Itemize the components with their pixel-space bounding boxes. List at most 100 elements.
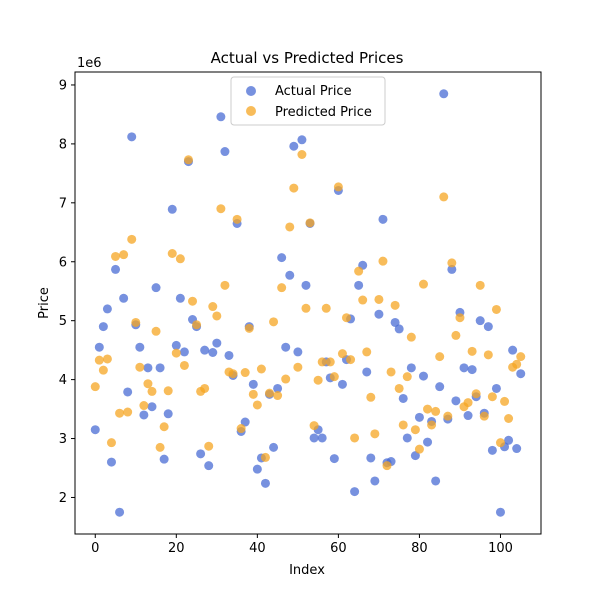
predicted-price-point <box>382 461 392 471</box>
predicted-price-point <box>155 442 165 452</box>
predicted-price-point <box>216 204 226 214</box>
x-tick-label: 80 <box>411 541 428 556</box>
predicted-price-point <box>374 294 384 304</box>
predicted-price-point <box>269 317 279 327</box>
predicted-price-point <box>325 357 335 367</box>
actual-price-point <box>212 338 222 348</box>
predicted-price-point <box>431 406 441 416</box>
actual-price-point <box>512 444 522 454</box>
predicted-price-point <box>147 386 157 396</box>
predicted-price-point <box>106 438 116 448</box>
x-axis: 0 20 40 60 80 100 <box>91 534 513 556</box>
predicted-price-point <box>220 280 230 290</box>
actual-price-point <box>394 324 404 334</box>
actual-price-point <box>508 345 518 355</box>
predicted-price-point <box>309 421 319 431</box>
predicted-price-point <box>248 389 258 399</box>
actual-price-point <box>475 316 485 326</box>
predicted-price-point <box>102 354 112 364</box>
predicted-price-point <box>346 355 356 365</box>
y-tick-label: 7 <box>59 196 67 211</box>
y-tick-label: 6 <box>59 255 67 270</box>
y-tick-label: 5 <box>59 314 67 329</box>
y-tick-label: 8 <box>59 137 67 152</box>
actual-price-point <box>240 417 250 427</box>
predicted-price-point <box>200 383 210 393</box>
actual-price-point <box>102 304 112 314</box>
predicted-price-point <box>410 425 420 435</box>
predicted-price-point <box>175 254 185 264</box>
actual-price-point <box>269 442 279 452</box>
y-tick-label: 9 <box>59 78 67 93</box>
predicted-price-point <box>491 304 501 314</box>
actual-price-point <box>487 445 497 455</box>
predicted-price-point <box>111 251 121 261</box>
predicted-price-point <box>500 396 510 406</box>
plot-area <box>74 71 542 535</box>
actual-price-point <box>293 347 303 357</box>
actual-price-point <box>362 367 372 377</box>
predicted-price-point <box>289 183 299 193</box>
actual-price-point <box>196 449 206 459</box>
predicted-price-point <box>240 368 250 378</box>
y-axis-label: Price <box>37 287 52 319</box>
actual-price-point <box>151 283 161 293</box>
predicted-price-point <box>297 150 307 159</box>
legend-box <box>230 76 386 126</box>
predicted-price-point <box>183 155 193 165</box>
actual-price-point <box>119 293 129 303</box>
actual-price-point <box>483 322 493 332</box>
actual-price-point <box>147 402 157 412</box>
actual-price-point <box>135 342 145 352</box>
actual-price-point <box>248 379 258 389</box>
predicted-price-point <box>285 222 295 232</box>
predicted-price-point <box>386 367 396 377</box>
predicted-price-point <box>119 250 129 260</box>
predicted-price-point <box>273 391 283 401</box>
actual-price-point <box>208 348 218 357</box>
predicted-price-point <box>228 369 238 379</box>
predicted-price-point <box>313 375 323 385</box>
predicted-price-point <box>192 320 202 330</box>
predicted-price-point <box>358 295 368 305</box>
predicted-price-point <box>212 311 222 321</box>
actual-price-point <box>224 350 234 360</box>
actual-price-point <box>504 435 514 445</box>
predicted-price-point <box>260 452 270 462</box>
actual-price-point <box>431 476 441 486</box>
actual-price-point <box>260 478 270 488</box>
predicted-price-point <box>305 218 315 228</box>
predicted-price-point <box>402 372 412 382</box>
actual-price-point <box>491 383 501 393</box>
actual-price-point <box>309 433 319 443</box>
actual-price-point <box>143 363 153 373</box>
actual-price-point <box>163 409 173 419</box>
actual-price-point <box>301 280 311 290</box>
actual-price-point <box>366 453 376 463</box>
predicted-price-point <box>398 420 408 430</box>
predicted-price-point <box>90 382 100 392</box>
y-tick-label: 3 <box>59 432 67 447</box>
axes-frame <box>74 71 542 535</box>
predicted-price-point <box>487 392 497 402</box>
actual-price-point <box>273 383 283 393</box>
predicted-price-point <box>127 234 137 244</box>
predicted-price-point <box>439 192 449 202</box>
actual-price-point <box>467 365 477 375</box>
x-tick-label: 40 <box>249 541 266 556</box>
predicted-price-point <box>414 444 424 454</box>
predicted-price-point <box>265 388 275 398</box>
predicted-price-point <box>204 441 214 451</box>
actual-price-point <box>495 507 505 517</box>
predicted-price-point <box>423 404 433 414</box>
actual-price-point <box>350 487 360 497</box>
predicted-price-point <box>236 424 246 434</box>
predicted-price-point <box>495 438 505 448</box>
actual-price-point <box>317 433 327 443</box>
predicted-price-point <box>483 350 493 360</box>
legend: Actual Price Predicted Price <box>230 76 386 126</box>
actual-price-point <box>139 410 149 420</box>
predicted-price-point <box>98 365 108 375</box>
predicted-price-point <box>94 355 104 365</box>
actual-price-point <box>252 464 262 474</box>
